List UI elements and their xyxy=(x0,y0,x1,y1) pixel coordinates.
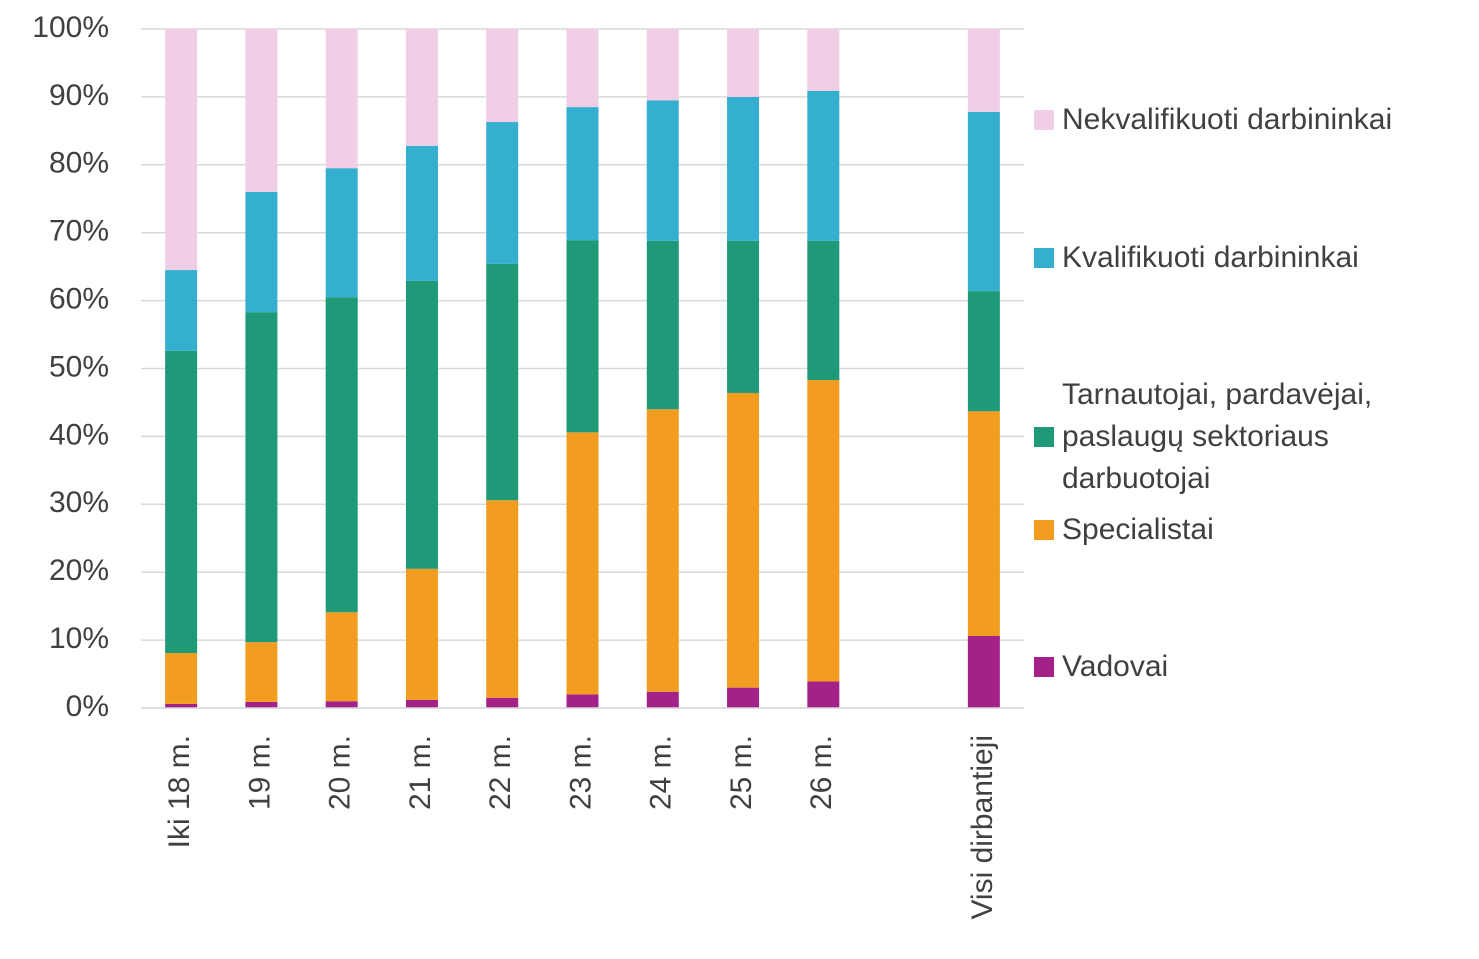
y-tick-label: 90% xyxy=(49,79,109,112)
legend-item: Kvalifikuoti darbininkai xyxy=(1034,237,1474,279)
bar-segment xyxy=(646,240,679,410)
x-tick-label: Iki 18 m. xyxy=(163,735,196,848)
bar-segment xyxy=(486,500,519,698)
legend-label: Vadovai xyxy=(1062,650,1169,683)
x-tick-label: 26 m. xyxy=(805,735,838,810)
bar-segment xyxy=(967,29,1000,112)
legend-item: Vadovai xyxy=(1034,646,1474,688)
bar-segment xyxy=(807,90,840,241)
bar-segment xyxy=(405,145,438,281)
bar-segment xyxy=(727,392,760,688)
legend-swatch xyxy=(1034,520,1054,540)
y-tick-label: 40% xyxy=(49,418,109,451)
bar-segment xyxy=(967,636,1000,708)
bar-segment xyxy=(727,240,760,393)
y-tick-label: 50% xyxy=(49,350,109,383)
bar-segment xyxy=(967,291,1000,412)
x-tick-label: 25 m. xyxy=(725,735,758,810)
bar-segment xyxy=(807,29,840,91)
bar-segment xyxy=(245,642,278,702)
bar-segment xyxy=(486,263,519,501)
x-tick-label: 23 m. xyxy=(564,735,597,810)
bar-segment xyxy=(486,697,519,708)
x-tick-label: Visi dirbantieji xyxy=(966,735,999,920)
bar-segment xyxy=(405,699,438,708)
bar-segment xyxy=(325,701,358,708)
x-tick-label: 19 m. xyxy=(243,735,276,810)
y-tick-label: 100% xyxy=(32,11,109,44)
y-tick-label: 70% xyxy=(49,215,109,248)
bar-segment xyxy=(325,29,358,169)
bar-segment xyxy=(727,29,760,97)
legend-label: Nekvalifikuoti darbininkai xyxy=(1062,103,1393,136)
x-tick-label: 20 m. xyxy=(324,735,357,810)
y-tick-label: 60% xyxy=(49,283,109,316)
x-tick-label: 24 m. xyxy=(645,735,678,810)
y-tick-label: 10% xyxy=(49,622,109,655)
bar-segment xyxy=(727,687,760,708)
legend-label: Tarnautojai, pardavėjai, paslaugų sektor… xyxy=(1062,378,1373,495)
bar-segment xyxy=(646,409,679,692)
bar-segment xyxy=(405,568,438,700)
bar-segment xyxy=(646,100,679,241)
bar-segment xyxy=(486,29,519,123)
y-tick-label: 80% xyxy=(49,147,109,180)
x-tick-label: 22 m. xyxy=(484,735,517,810)
bar-segment xyxy=(646,691,679,708)
legend-label: Kvalifikuoti darbininkai xyxy=(1062,241,1359,274)
bar-segment xyxy=(325,168,358,298)
bar-segment xyxy=(325,612,358,702)
y-tick-label: 30% xyxy=(49,486,109,519)
bar-segment xyxy=(245,312,278,643)
bar-segment xyxy=(405,29,438,146)
legend-swatch xyxy=(1034,110,1054,130)
legend-swatch xyxy=(1034,427,1054,447)
legend-swatch xyxy=(1034,248,1054,268)
bar-segment xyxy=(566,432,599,695)
bar-segment xyxy=(646,29,679,101)
bar-segment xyxy=(245,701,278,708)
bar-segment xyxy=(566,107,599,241)
legend-item: Nekvalifikuoti darbininkai xyxy=(1034,99,1474,141)
legend-item: Specialistai xyxy=(1034,509,1474,551)
bar-segment xyxy=(807,681,840,708)
bar-segment xyxy=(245,29,278,192)
bar-segment xyxy=(967,411,1000,637)
legend-item: Tarnautojai, pardavėjai, paslaugų sektor… xyxy=(1034,374,1474,500)
y-tick-label: 0% xyxy=(66,690,109,723)
bar-segment xyxy=(566,694,599,708)
bar-segment xyxy=(165,350,198,654)
bar-segment xyxy=(727,96,760,241)
bar-segment xyxy=(807,380,840,682)
x-tick-label: 21 m. xyxy=(404,735,437,810)
bar-segment xyxy=(165,653,198,704)
bar-segment xyxy=(967,111,1000,292)
bar-segment xyxy=(807,240,840,381)
bar-segment xyxy=(405,280,438,569)
bar-segment xyxy=(165,29,198,271)
bar-segment xyxy=(165,703,198,708)
bar-segment xyxy=(566,29,599,108)
y-tick-label: 20% xyxy=(49,554,109,587)
bar-segment xyxy=(245,191,278,313)
bar-segment xyxy=(566,240,599,433)
legend-label: Specialistai xyxy=(1062,513,1214,546)
bar-segment xyxy=(165,270,198,351)
bar-segment xyxy=(486,122,519,264)
bar-segment xyxy=(325,297,358,613)
legend-swatch xyxy=(1034,657,1054,677)
